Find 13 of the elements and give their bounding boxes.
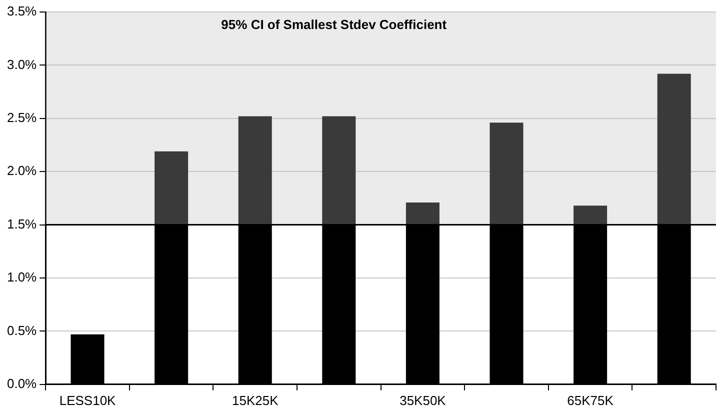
y-tick-label: 1.5% — [6, 216, 38, 232]
x-tick-label: 35K50K — [400, 392, 446, 408]
y-tick-label: 0.5% — [6, 322, 38, 338]
y-tick-label: 1.0% — [6, 270, 38, 285]
y-tick-label: 3.0% — [6, 56, 38, 72]
band-label: 95% CI of Smallest Stdev Coefficient — [221, 17, 448, 32]
y-tick-label: 0.0% — [6, 376, 38, 391]
y-tick-label: 2.0% — [6, 163, 38, 178]
x-tick-label: 65K75K — [567, 392, 614, 408]
y-tick-label: 2.5% — [6, 110, 38, 125]
x-tick-label: LESS10K — [59, 392, 116, 408]
y-tick-label: 3.5% — [6, 4, 38, 19]
x-tick-label: 15K25K — [232, 392, 279, 408]
